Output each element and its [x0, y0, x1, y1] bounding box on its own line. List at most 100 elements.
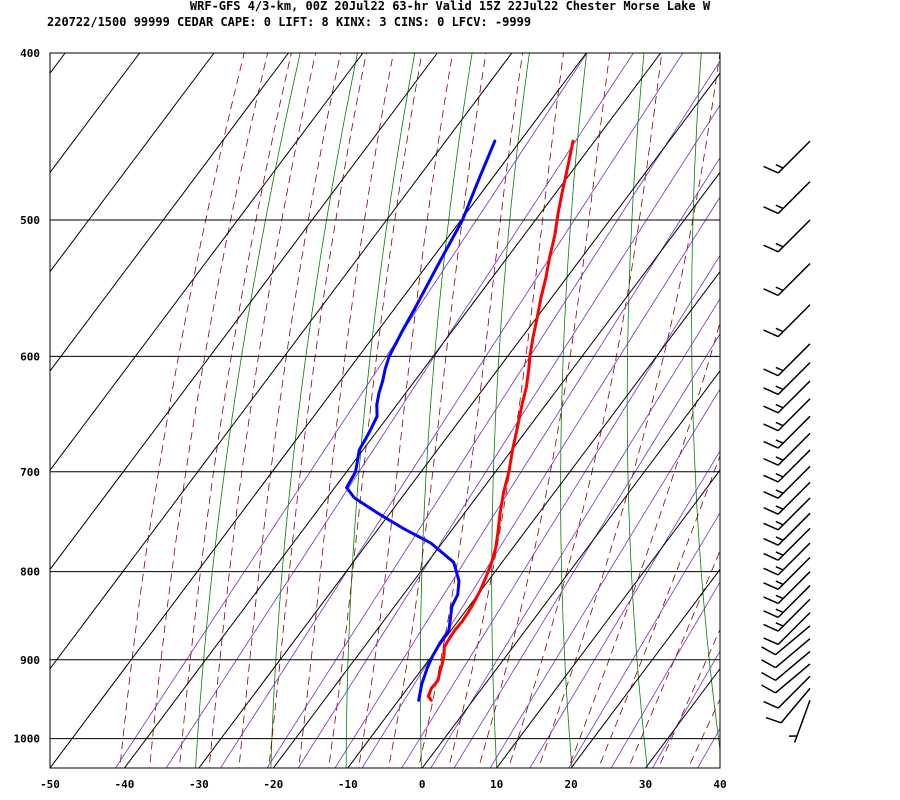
wind-barb [788, 700, 811, 743]
wind-barb [763, 585, 811, 619]
mixing-ratio-line [453, 333, 720, 768]
wind-barb [763, 343, 811, 377]
moist-adiabat-line [358, 53, 454, 768]
isotherm-line [124, 52, 662, 769]
mixing-ratio-line [401, 254, 720, 768]
wind-barb [763, 598, 811, 632]
wind-barb-half-flag [775, 286, 784, 292]
wind-barb-flag [763, 423, 779, 432]
isotherm-line [49, 52, 215, 273]
isotherm-line [49, 52, 587, 769]
isotherm-line [49, 52, 364, 471]
wind-barb-staff [777, 432, 811, 466]
moist-adiabat-line [298, 53, 394, 768]
x-tick-label: 40 [713, 778, 726, 791]
wind-barb-staff [777, 585, 811, 618]
moist-adiabat-line [208, 53, 317, 768]
x-tick-label: 0 [419, 778, 426, 791]
mixing-ratio-line [568, 512, 720, 768]
wind-barb-staff [777, 598, 811, 632]
wind-barb-flag [763, 506, 779, 515]
wind-barb [763, 219, 811, 253]
wind-barb [763, 527, 811, 561]
tick-labels: -50 -40 -30 -20 -10 0 10 20 30 40 400 500 600 700 800 9… [14, 47, 727, 791]
mixing-ratio-line [529, 450, 720, 768]
dry-adiabat-line [691, 53, 720, 753]
wind-barb-flag [761, 659, 776, 669]
wind-barb-staff [777, 527, 811, 561]
dry-adiabat-line [873, 44, 900, 772]
wind-barb-flag [763, 522, 779, 531]
y-tick-label: 1000 [14, 733, 41, 746]
y-tick-label: 900 [20, 654, 40, 667]
wind-barb-half-flag [775, 622, 784, 627]
mixing-ratio-line [430, 298, 720, 768]
wind-barb-flag [763, 637, 779, 646]
wind-barb [763, 465, 811, 499]
wind-barb-half-flag [775, 565, 784, 571]
wind-barb-staff [777, 542, 811, 576]
moist-adiabat-line [448, 53, 564, 768]
dewpoint-line [345, 139, 497, 702]
wind-barb-half-flag [775, 551, 784, 556]
wind-barb-half-flag [775, 594, 784, 600]
dry-adiabat-line [270, 53, 358, 768]
moist-adiabat-line [149, 53, 269, 768]
x-tick-label: 10 [490, 778, 503, 791]
wind-barb [763, 304, 811, 338]
wind-barb-staff [777, 481, 811, 515]
x-tick-label: 30 [639, 778, 652, 791]
wind-barb-flag [761, 646, 776, 656]
wind-barb-flag [763, 700, 779, 709]
wind-barb [763, 380, 811, 414]
wind-barb [763, 481, 811, 515]
wind-barb [761, 625, 811, 656]
wind-barb-staff [777, 612, 811, 645]
wind-barb-staff [777, 465, 811, 499]
wind-barb-flag [763, 288, 779, 297]
wind-barb [763, 449, 811, 483]
isotherm-line [49, 52, 289, 372]
moist-adiabat-line [627, 549, 720, 768]
wind-barb [763, 497, 811, 531]
wind-barb [763, 432, 811, 466]
wind-barb [763, 612, 811, 646]
wind-barb [761, 663, 811, 694]
moist-adiabat-line [597, 454, 720, 768]
wind-barb-staff [775, 650, 811, 681]
dry-adiabat-line [626, 53, 648, 768]
wind-barb-staff [777, 181, 811, 214]
wind-barb-staff [777, 571, 811, 605]
wind-barb-flag [763, 623, 779, 632]
wind-barb-flag [763, 206, 779, 215]
mixing-ratio-line [652, 650, 720, 768]
wind-barb-staff [793, 700, 811, 743]
wind-barb-half-flag [775, 520, 784, 526]
wind-barbs [761, 140, 811, 743]
x-tick-label: -10 [338, 778, 358, 791]
wind-barb-staff [777, 449, 811, 483]
wind-barb [763, 181, 811, 215]
moist-adiabat-line [178, 53, 292, 768]
wind-barb-half-flag [775, 421, 784, 427]
isotherm-line [347, 271, 721, 769]
wind-barb-half-flag [775, 164, 784, 169]
wind-barb-half-flag [775, 204, 784, 210]
wind-barb [761, 650, 811, 682]
isotherm-line [49, 52, 513, 670]
mixing-ratio-line [220, 53, 684, 768]
wind-barb-half-flag [775, 366, 784, 372]
wind-barb-flag [763, 552, 779, 561]
moist-adiabat-line [508, 53, 663, 768]
wind-barb [765, 687, 811, 724]
moist-adiabat-line [418, 53, 524, 768]
profiles [345, 139, 575, 702]
x-tick-label: -20 [263, 778, 283, 791]
wind-barb-flag [763, 596, 779, 605]
isotherm-line [198, 72, 721, 769]
wind-barb [763, 140, 811, 174]
moist-adiabat-line [388, 53, 487, 768]
wind-barb-staff [780, 687, 811, 724]
moist-adiabat-line [328, 53, 423, 768]
